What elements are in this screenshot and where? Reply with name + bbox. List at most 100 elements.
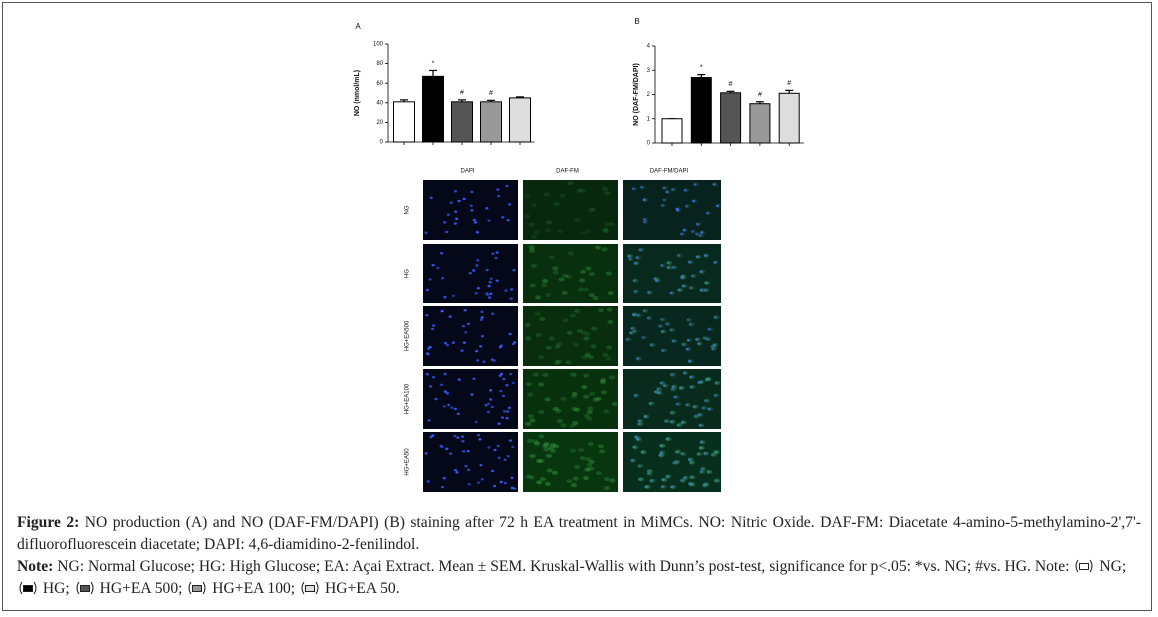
nucleus bbox=[485, 268, 489, 272]
legend-icon-part bbox=[90, 581, 94, 595]
cell-signal bbox=[602, 186, 609, 191]
nucleus bbox=[714, 479, 718, 482]
cell-signal bbox=[662, 383, 669, 388]
nucleus bbox=[439, 251, 444, 255]
cell-signal bbox=[599, 380, 606, 385]
cell-signal bbox=[577, 287, 584, 292]
cell-signal bbox=[703, 482, 710, 487]
cell-signal bbox=[543, 442, 550, 447]
cell-signal bbox=[562, 273, 569, 278]
cell-signal bbox=[686, 317, 693, 322]
nucleus bbox=[476, 259, 480, 262]
nucleus bbox=[482, 360, 486, 363]
nucleus bbox=[425, 313, 429, 317]
cell-signal bbox=[630, 326, 637, 331]
nucleus bbox=[445, 230, 449, 234]
nucleus bbox=[659, 381, 664, 385]
nucleus bbox=[703, 452, 707, 455]
micrograph bbox=[523, 432, 618, 492]
nucleus bbox=[643, 415, 647, 418]
nucleus bbox=[636, 357, 640, 360]
cell-signal bbox=[685, 347, 692, 352]
nucleus bbox=[470, 393, 474, 396]
cell-signal bbox=[636, 313, 643, 318]
micrograph-background bbox=[523, 306, 618, 366]
nucleus bbox=[681, 343, 685, 346]
cell-signal bbox=[551, 470, 558, 475]
cell-signal bbox=[539, 477, 546, 482]
cell-signal bbox=[524, 214, 531, 219]
cell-signal bbox=[561, 290, 568, 295]
nucleus bbox=[680, 232, 684, 236]
bar bbox=[690, 77, 712, 144]
nucleus bbox=[503, 458, 507, 461]
nucleus bbox=[674, 460, 678, 464]
nucleus bbox=[474, 221, 478, 224]
cell-signal bbox=[659, 381, 666, 386]
significance-marker: # bbox=[758, 92, 762, 99]
cell-signal bbox=[547, 446, 554, 451]
significance-marker: * bbox=[432, 60, 435, 67]
nucleus bbox=[677, 288, 681, 292]
cell-signal bbox=[712, 182, 719, 187]
cell-signal bbox=[583, 476, 590, 481]
cell-signal bbox=[642, 217, 649, 222]
cell-signal bbox=[588, 466, 595, 471]
nucleus bbox=[676, 254, 681, 257]
cell-signal bbox=[713, 450, 720, 455]
bar bbox=[778, 92, 800, 144]
bar bbox=[720, 92, 742, 144]
nucleus bbox=[489, 389, 493, 392]
nucleus bbox=[711, 453, 715, 456]
cell-signal bbox=[648, 401, 655, 406]
cell-signal bbox=[699, 230, 706, 235]
nucleus bbox=[510, 476, 514, 480]
cell-signal bbox=[587, 442, 594, 447]
cell-signal bbox=[631, 186, 638, 191]
nucleus bbox=[662, 198, 666, 202]
cell-signal bbox=[531, 263, 538, 268]
nucleus bbox=[480, 478, 484, 481]
cell-signal bbox=[545, 453, 552, 458]
nucleus bbox=[508, 203, 512, 206]
nucleus bbox=[441, 277, 445, 280]
cell-signal bbox=[713, 393, 720, 398]
cell-signal bbox=[539, 316, 546, 321]
cell-signal bbox=[706, 469, 713, 474]
nucleus bbox=[707, 407, 711, 411]
cell-signal bbox=[591, 326, 598, 331]
legend-icon-part bbox=[301, 581, 305, 595]
cell-signal bbox=[701, 406, 708, 411]
cell-signal bbox=[527, 392, 534, 397]
cell-signal bbox=[588, 293, 595, 298]
nucleus bbox=[456, 412, 460, 415]
y-axis-label: NO (DAF-FM/DAPI) bbox=[633, 63, 640, 126]
cell-signal bbox=[576, 328, 583, 333]
cell-signal bbox=[707, 327, 714, 332]
cell-signal bbox=[660, 329, 667, 334]
cell-signal bbox=[525, 421, 532, 426]
nucleus bbox=[689, 385, 693, 389]
nucleus bbox=[492, 359, 496, 362]
cell-signal bbox=[562, 318, 569, 323]
nucleus bbox=[508, 439, 512, 442]
nucleus bbox=[505, 416, 509, 420]
cell-signal bbox=[674, 449, 681, 454]
cell-signal bbox=[570, 394, 577, 399]
nucleus bbox=[688, 458, 692, 461]
nucleus bbox=[470, 209, 474, 212]
nucleus bbox=[705, 378, 709, 381]
nucleus bbox=[472, 377, 476, 381]
column-label: DAPI bbox=[460, 169, 474, 175]
cell-signal bbox=[660, 484, 667, 489]
nucleus bbox=[633, 262, 638, 265]
nucleus bbox=[675, 450, 679, 453]
nucleus bbox=[656, 387, 660, 391]
nucleus bbox=[476, 359, 480, 362]
nucleus bbox=[480, 310, 484, 314]
cell-signal bbox=[642, 197, 649, 202]
nucleus bbox=[672, 266, 676, 269]
nucleus bbox=[658, 454, 662, 457]
nucleus bbox=[679, 386, 683, 390]
